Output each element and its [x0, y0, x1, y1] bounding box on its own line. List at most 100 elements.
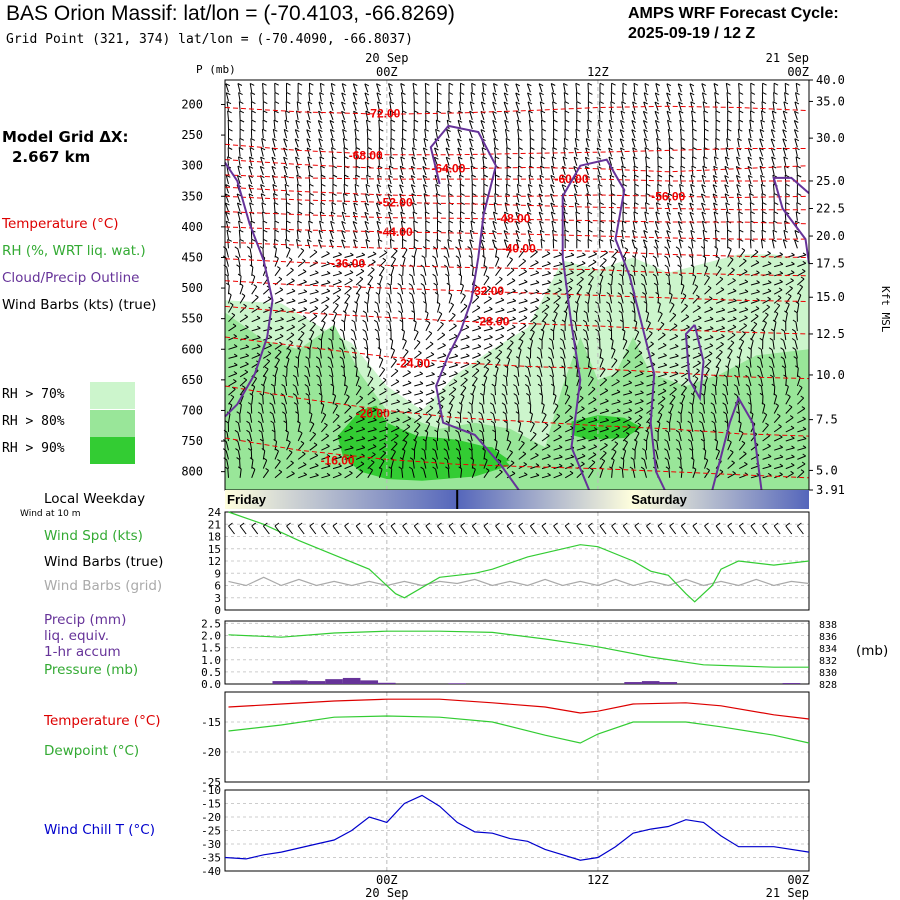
wind-barb — [726, 138, 729, 148]
wind-barb-flag — [761, 238, 766, 242]
wind-barb — [620, 110, 624, 120]
wind-barb-flag — [727, 119, 732, 123]
wind-barb — [344, 272, 354, 277]
wind-barb-flag — [358, 284, 362, 288]
wind-barb-flag — [666, 92, 671, 96]
wind-barb-flag — [349, 270, 354, 273]
wind-barb — [588, 429, 598, 433]
wind-barb — [553, 436, 562, 442]
wind-barb-flag — [664, 457, 669, 461]
wind-barb-flag — [433, 282, 437, 286]
wind-barb — [565, 263, 574, 268]
wind-barb-flag — [355, 165, 361, 169]
wind-barb — [471, 459, 474, 469]
legend-wind-barbs-true: Wind Barbs (true) — [44, 554, 164, 570]
wind-barb — [610, 285, 613, 295]
wind-barb — [622, 418, 632, 424]
wind-barb — [413, 248, 417, 258]
wind-barb-flag — [353, 83, 358, 87]
surface-barb-flag — [704, 522, 709, 527]
wind-barb-flag — [407, 380, 412, 384]
wind-barb-flag — [558, 270, 563, 274]
wind-barb-flag — [767, 261, 772, 265]
wind-barb-flag — [541, 137, 547, 141]
wind-barb-flag — [515, 211, 521, 215]
wind-barb — [622, 340, 628, 350]
wind-barb-flag — [401, 137, 407, 141]
wind-barb — [611, 391, 621, 396]
wind-barb — [620, 147, 624, 157]
wind-barb-flag — [768, 356, 773, 360]
wind-barb-flag — [266, 358, 270, 362]
wind-barb-flag — [458, 466, 462, 470]
wind-barb — [515, 230, 520, 240]
wind-barb-flag — [569, 470, 574, 474]
wind-barb — [425, 383, 435, 387]
wind-barb-flag — [424, 128, 429, 132]
wind-barb — [669, 304, 675, 313]
wind-barb — [390, 147, 392, 157]
wind-barb-flag — [432, 448, 436, 452]
wind-barb — [425, 312, 429, 322]
wind-barb-flag — [251, 119, 256, 123]
wind-barb — [681, 371, 690, 378]
wind-barb-flag — [232, 323, 237, 327]
wind-barb-flag — [515, 202, 521, 206]
wind-barb — [225, 83, 229, 93]
wind-barb — [260, 156, 264, 166]
wind-barb-flag — [732, 278, 736, 281]
wind-barb-flag — [422, 175, 428, 178]
wind-barb-flag — [285, 238, 290, 242]
wind-barb — [703, 239, 705, 249]
wind-barb — [762, 445, 771, 451]
wind-barb — [527, 367, 531, 377]
wind-barb — [599, 469, 604, 478]
wind-barb-flag — [326, 443, 330, 447]
wind-barb-flag — [680, 174, 685, 178]
wind-barb-flag — [425, 229, 431, 233]
wind-barb — [332, 281, 342, 286]
wind-barb-flag — [353, 119, 359, 123]
wind-barb — [574, 193, 578, 203]
wind-barb — [771, 156, 775, 166]
wind-barb — [631, 129, 636, 139]
height-tick-label: 25.0 — [816, 174, 845, 188]
wind-barb-flag — [377, 101, 382, 105]
wind-barb-flag — [609, 238, 615, 242]
wind-barb — [248, 175, 253, 185]
isotherm-line — [224, 258, 810, 277]
wind-barb-flag — [738, 110, 744, 114]
grid-point-subtitle: Grid Point (321, 374) lat/lon = (-70.409… — [6, 32, 413, 47]
precip-panel-tick-label: 2.5 — [201, 617, 221, 630]
wind-barb — [611, 427, 621, 433]
wind-barb — [506, 259, 513, 267]
wind-barb-flag — [251, 128, 256, 132]
wind-barb — [389, 239, 392, 249]
wind-barb-flag — [593, 251, 597, 255]
surface-barb-flag — [657, 522, 663, 527]
wind-barb — [678, 248, 682, 258]
wind-barb — [794, 340, 798, 350]
wind-barb-flag — [540, 110, 546, 114]
wind-barb — [646, 332, 653, 341]
wind-barb — [642, 120, 647, 130]
wind-barb-flag — [564, 101, 570, 105]
wind-barb-flag — [408, 466, 413, 470]
wind-barb-flag — [563, 147, 568, 151]
wind-barb-flag — [308, 92, 314, 95]
forecast-cycle-line2: 2025-09-19 / 12 Z — [628, 25, 756, 42]
wind-barb — [448, 405, 454, 414]
wind-barb-flag — [570, 454, 575, 458]
wind-barb — [632, 147, 636, 157]
wind-barb — [492, 413, 496, 423]
wind-barb — [553, 474, 563, 479]
wind-barb — [599, 252, 608, 258]
wind-barb-flag — [725, 365, 729, 369]
wind-barb-flag — [436, 119, 441, 123]
wind-barb-flag — [510, 267, 515, 271]
wind-barb-flag — [793, 356, 797, 360]
wind-barb-flag — [488, 343, 493, 347]
wind-barb — [321, 298, 330, 304]
wind-barb — [701, 184, 705, 194]
wind-barb-flag — [364, 301, 368, 305]
